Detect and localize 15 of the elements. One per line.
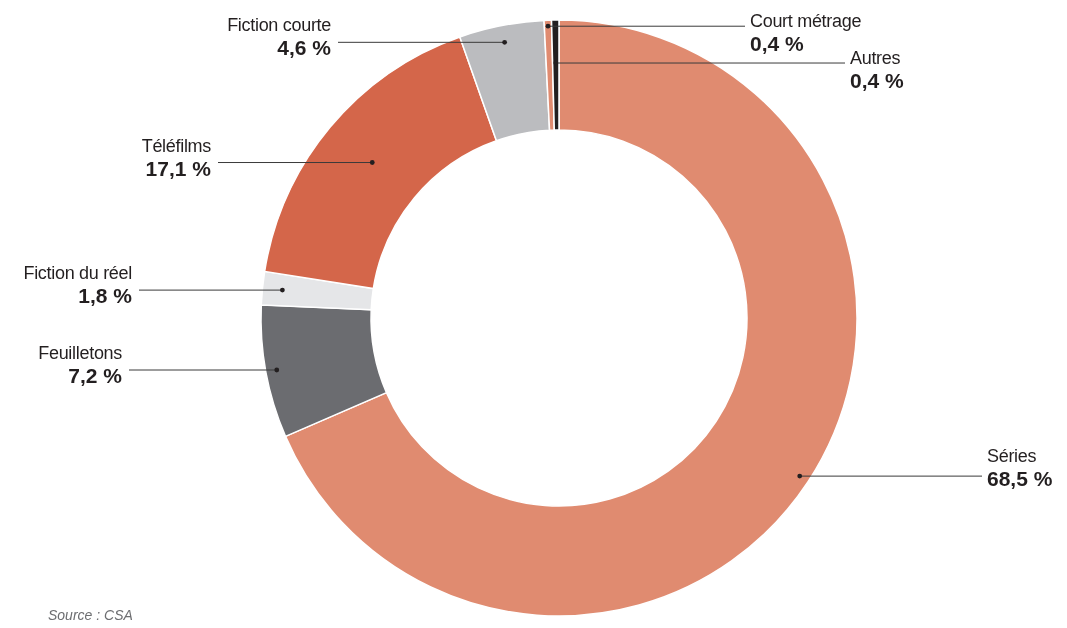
data-label: 1,8 % bbox=[78, 284, 133, 308]
slice-label: Court métrage bbox=[750, 11, 862, 32]
data-label: 0,4 % bbox=[750, 32, 805, 56]
data-label: 68,5 % bbox=[987, 467, 1053, 491]
data-label: 0,4 % bbox=[850, 69, 905, 93]
data-label: 4,6 % bbox=[277, 36, 332, 60]
slice-label: Séries bbox=[987, 446, 1037, 467]
slice-label: Fiction du réel bbox=[23, 263, 132, 284]
data-label: 17,1 % bbox=[145, 156, 212, 180]
data-label: 7,2 % bbox=[68, 364, 123, 388]
slice-label: Feuilletons bbox=[38, 343, 123, 364]
slice-label: Téléfilms bbox=[141, 135, 212, 156]
source-note: Source : CSA bbox=[48, 607, 133, 623]
slice-label: Fiction courte bbox=[227, 15, 332, 36]
slice-label: Autres bbox=[850, 48, 901, 69]
